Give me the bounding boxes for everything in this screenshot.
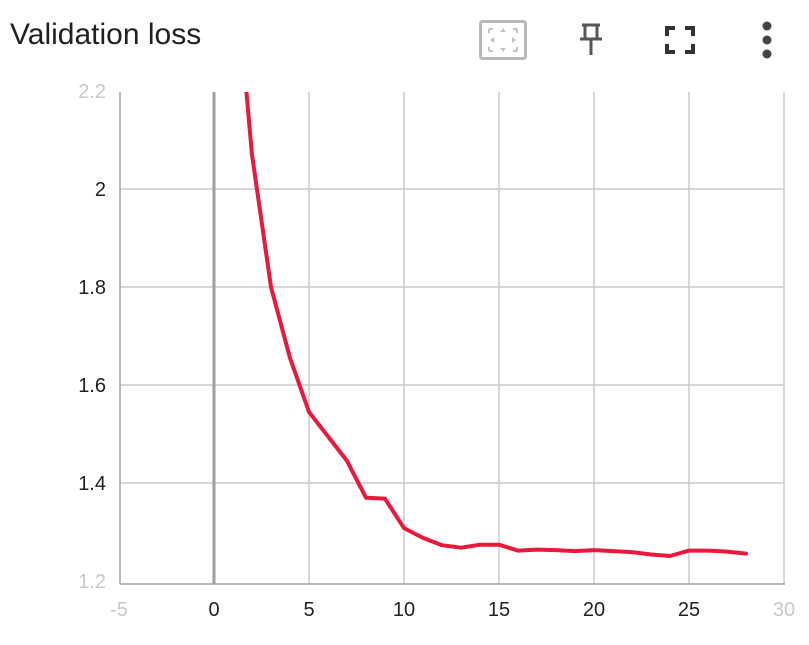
fullscreen-button[interactable] [658, 18, 702, 62]
y-tick-label: 1.4 [78, 473, 106, 495]
x-tick-label: -5 [110, 599, 128, 621]
more-options-button[interactable] [745, 18, 789, 62]
pin-button[interactable] [569, 18, 613, 62]
grid [120, 92, 785, 584]
y-tick-label: 2.2 [78, 81, 106, 103]
tick-labels: -5 0 5 10 15 20 25 30 1.2 1.4 1.6 1.8 2 2.2 [78, 81, 795, 621]
x-tick-label: 25 [678, 599, 700, 621]
series-line-0 [244, 92, 748, 558]
axes [119, 92, 785, 585]
x-tick-label: 30 [773, 599, 795, 621]
x-tick-label: 5 [303, 599, 314, 621]
chart-header: Validation loss [0, 0, 809, 80]
series-group [244, 92, 748, 558]
pin-icon [579, 23, 603, 57]
chart-title: Validation loss [10, 18, 202, 51]
y-tick-label: 1.6 [78, 375, 106, 397]
y-tick-label: 1.2 [78, 571, 106, 593]
more-options-icon [761, 20, 773, 60]
x-tick-label: 20 [583, 599, 605, 621]
y-tick-label: 2 [95, 179, 106, 201]
fit-domain-button[interactable] [479, 18, 527, 62]
x-tick-label: 0 [208, 599, 219, 621]
fit-domain-icon [479, 20, 527, 60]
x-tick-label: 15 [488, 599, 510, 621]
y-tick-label: 1.8 [78, 277, 106, 299]
fullscreen-icon [665, 26, 695, 54]
x-tick-label: 10 [393, 599, 415, 621]
